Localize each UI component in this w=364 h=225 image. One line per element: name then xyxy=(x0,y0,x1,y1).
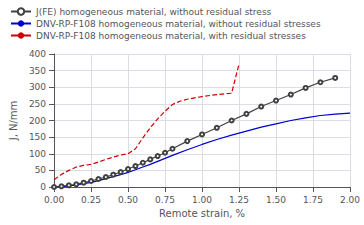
svg-text:1.00: 1.00 xyxy=(192,195,212,205)
svg-text:2.00: 2.00 xyxy=(340,195,360,205)
svg-text:J(FE) homogeneous material, wi: J(FE) homogeneous material, without resi… xyxy=(35,7,272,17)
svg-text:0: 0 xyxy=(40,182,46,192)
svg-text:400: 400 xyxy=(29,49,46,59)
svg-text:1.25: 1.25 xyxy=(229,195,249,205)
svg-text:DNV-RP-F108 homogeneous materi: DNV-RP-F108 homogeneous material, with r… xyxy=(36,31,306,41)
svg-text:0.00: 0.00 xyxy=(44,195,64,205)
svg-text:200: 200 xyxy=(29,116,46,126)
svg-text:100: 100 xyxy=(29,149,46,159)
svg-text:J, N/mm: J, N/mm xyxy=(8,101,19,142)
svg-text:0.50: 0.50 xyxy=(118,195,138,205)
svg-text:Remote strain, %: Remote strain, % xyxy=(159,208,245,219)
svg-text:1.75: 1.75 xyxy=(303,195,323,205)
svg-text:1.50: 1.50 xyxy=(266,195,286,205)
svg-text:250: 250 xyxy=(29,99,46,109)
svg-text:0.25: 0.25 xyxy=(81,195,101,205)
svg-text:50: 50 xyxy=(35,165,47,175)
svg-text:0.75: 0.75 xyxy=(155,195,175,205)
svg-text:DNV-RP-F108 homogeneous materi: DNV-RP-F108 homogeneous material, withou… xyxy=(36,19,321,29)
svg-text:350: 350 xyxy=(29,66,46,76)
svg-text:300: 300 xyxy=(29,82,46,92)
svg-text:150: 150 xyxy=(29,132,46,142)
